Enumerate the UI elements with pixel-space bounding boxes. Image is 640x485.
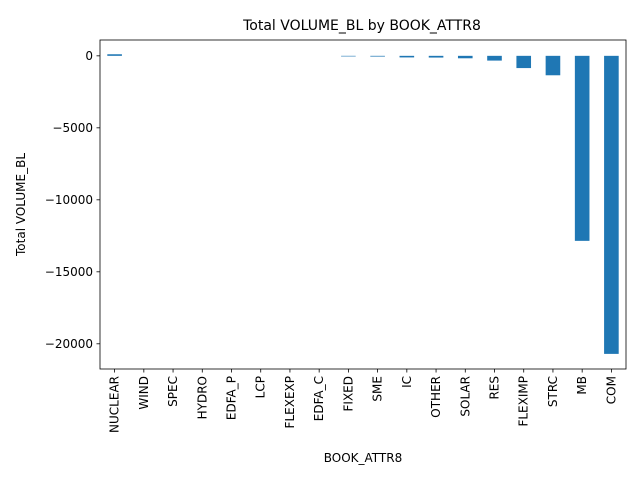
y-tick-label: −20000: [45, 337, 93, 351]
y-tick-label: 0: [85, 49, 93, 63]
chart-title: Total VOLUME_BL by BOOK_ATTR8: [242, 18, 481, 34]
bar-solar: [457, 55, 473, 59]
y-tick-label: −10000: [45, 193, 93, 207]
x-tick-label-sme: SME: [371, 376, 385, 402]
bar-nuclear: [107, 54, 122, 56]
bar-sme: [370, 55, 385, 57]
x-tick-label-edfa_c: EDFA_C: [312, 376, 326, 421]
x-tick-label-ic: IC: [400, 376, 414, 388]
x-tick-label-fleximp: FLEXIMP: [517, 376, 531, 427]
bar-res: [487, 55, 502, 61]
y-tick-label: −15000: [45, 265, 93, 279]
x-tick-label-wind: WIND: [137, 376, 151, 410]
plot-frame: [99, 39, 627, 370]
y-axis-ticks: 0 −5000 −10000 −15000 −20000: [45, 49, 100, 351]
bar-mb: [574, 55, 590, 241]
x-tick-label-nuclear: NUCLEAR: [108, 376, 122, 433]
x-tick-label-other: OTHER: [429, 376, 443, 418]
bar-fleximp: [516, 55, 532, 69]
y-tick-label: −5000: [52, 121, 93, 135]
bar-other: [428, 55, 444, 58]
bar-fixed: [341, 55, 356, 57]
x-tick-label-com: COM: [604, 376, 618, 404]
x-tick-label-solar: SOLAR: [458, 376, 472, 417]
x-tick-label-edfa_p: EDFA_P: [225, 376, 239, 420]
x-tick-label-strc: STRC: [546, 376, 560, 407]
x-tick-label-mb: MB: [575, 376, 589, 395]
x-axis-label: BOOK_ATTR8: [324, 451, 402, 465]
x-tick-label-lcp: LCP: [254, 376, 268, 398]
bar-strc: [545, 55, 561, 76]
bars-group: [107, 54, 619, 354]
bar-com: [604, 55, 619, 354]
x-axis-ticks: NUCLEAR WIND SPEC HYDRO EDFA_P LCP FLEXEXP EDFA…: [108, 369, 618, 433]
x-tick-label-res: RES: [488, 376, 502, 400]
y-axis-label: Total VOLUME_BL: [14, 153, 28, 257]
x-tick-label-spec: SPEC: [166, 376, 180, 407]
x-tick-label-flexexp: FLEXEXP: [283, 376, 297, 428]
x-tick-label-hydro: HYDRO: [195, 376, 209, 419]
bar-ic: [399, 55, 415, 58]
x-tick-label-fixed: FIXED: [341, 376, 355, 411]
